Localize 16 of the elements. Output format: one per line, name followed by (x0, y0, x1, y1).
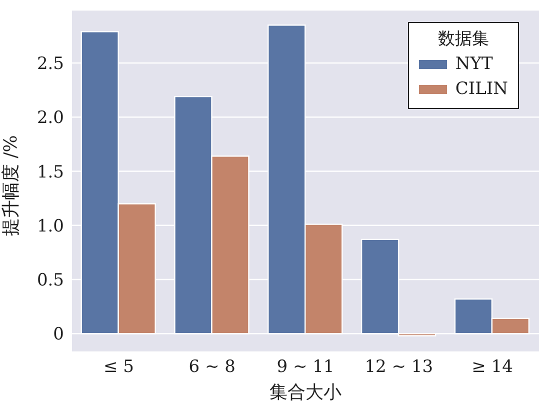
y-tick-label: 2.0 (36, 108, 64, 128)
x-tick-label: 12 ~ 13 (364, 357, 434, 378)
legend-title: 数据集 (437, 28, 490, 50)
x-axis-title: 集合大小 (270, 382, 342, 403)
y-tick-label: 1.5 (36, 162, 64, 182)
legend-label: NYT (455, 53, 493, 76)
x-tick-label: 9 ~ 11 (276, 357, 334, 378)
x-tick-label: ≥ 14 (472, 357, 513, 378)
x-tick-label: 6 ~ 8 (188, 357, 236, 378)
y-tick-label: 2.5 (36, 54, 64, 74)
legend-label: CILIN (455, 78, 508, 101)
y-axis-title: 提升幅度 /% (0, 135, 22, 236)
y-tick-label: 0 (53, 324, 64, 345)
y-tick-label: 1.0 (36, 216, 64, 236)
x-tick-label: ≤ 5 (103, 357, 134, 378)
y-tick-label: 0.5 (36, 270, 64, 291)
